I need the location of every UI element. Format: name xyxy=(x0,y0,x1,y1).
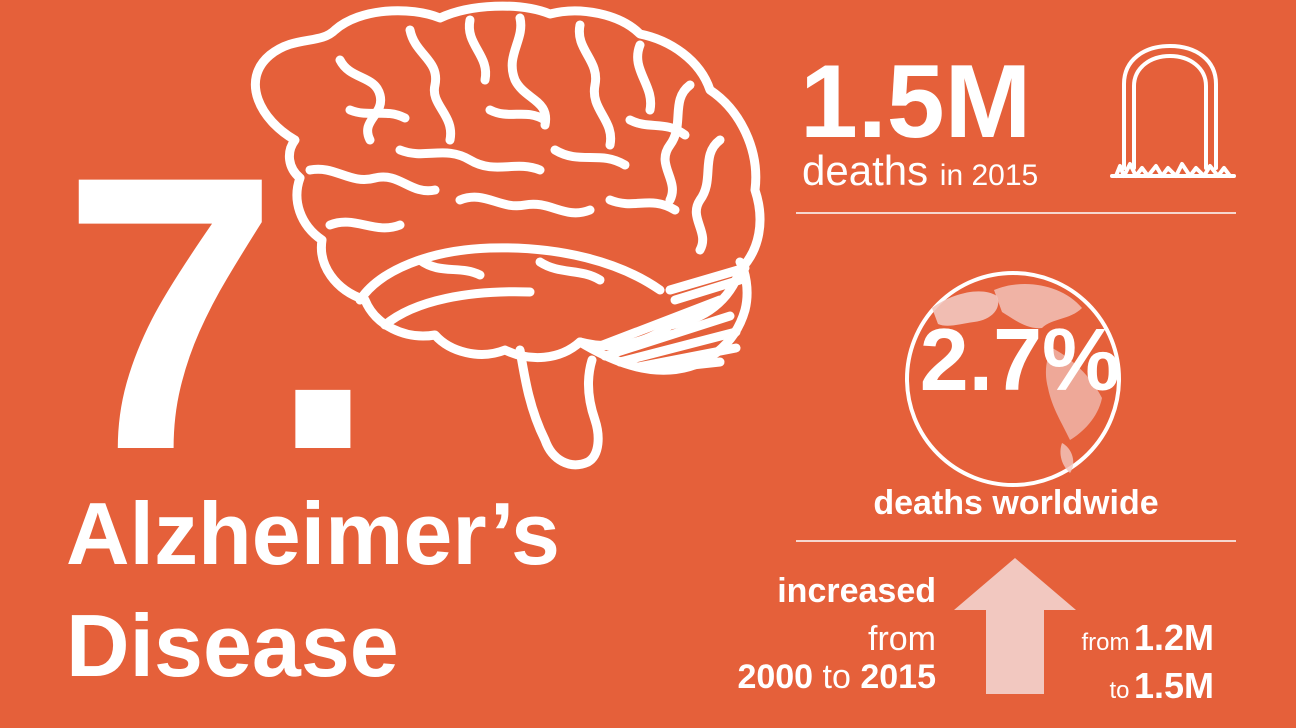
range-from-label: from xyxy=(1081,629,1130,656)
deaths-period: in 2015 xyxy=(939,159,1039,192)
trend-connector: to xyxy=(822,658,851,696)
deaths-label: deaths xyxy=(802,147,929,194)
range-to-value: 1.5M xyxy=(1133,665,1214,706)
disease-title-line-2: Disease xyxy=(66,596,399,695)
trend-year-to: 2015 xyxy=(860,658,936,696)
globe-icon xyxy=(905,271,1121,487)
up-arrow-icon xyxy=(954,558,1076,694)
section-divider xyxy=(796,540,1236,542)
trend-line-2: from xyxy=(868,620,936,658)
range-to-label: to xyxy=(1109,677,1130,704)
section-divider xyxy=(796,212,1236,214)
death-share-percent: 2.7% xyxy=(919,310,1121,409)
deaths-caption: deaths in 2015 xyxy=(802,150,1038,192)
range-to: to 1.5M xyxy=(1109,668,1214,704)
trend-years: 2000 to 2015 xyxy=(737,660,936,694)
trend-line-1: increased xyxy=(777,572,936,610)
brain-icon xyxy=(250,1,765,470)
death-share-label: deaths worldwide xyxy=(873,484,1159,522)
range-from-value: 1.2M xyxy=(1133,617,1214,658)
tombstone-icon xyxy=(1110,44,1236,178)
trend-year-from: 2000 xyxy=(737,658,814,696)
range-from: from 1.2M xyxy=(1082,620,1215,656)
disease-title-line-1: Alzheimer’s xyxy=(66,484,560,583)
deaths-count: 1.5M xyxy=(800,44,1032,160)
rank-number: 7. xyxy=(62,95,377,531)
